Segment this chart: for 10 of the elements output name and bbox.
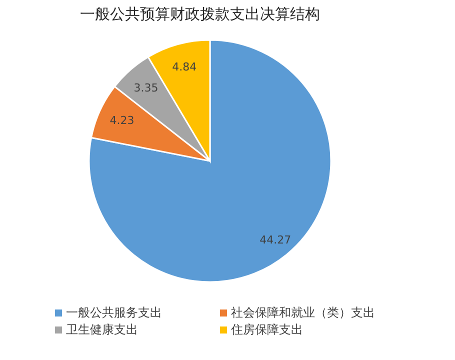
data-label: 3.35 <box>134 81 158 94</box>
legend-label: 一般公共服务支出 <box>66 305 162 320</box>
legend-label: 住房保障支出 <box>230 322 303 336</box>
data-label: 44.27 <box>260 233 292 246</box>
data-label: 4.84 <box>172 60 197 74</box>
pie-slice <box>88 39 332 283</box>
legend-label: 卫生健康支出 <box>66 322 138 336</box>
legend-label: 社会保障和就业（类）支出 <box>231 305 375 320</box>
data-label: 4.23 <box>110 114 134 127</box>
chart-title: 一般公共预算财政拨款支出决算结构 <box>80 5 320 24</box>
